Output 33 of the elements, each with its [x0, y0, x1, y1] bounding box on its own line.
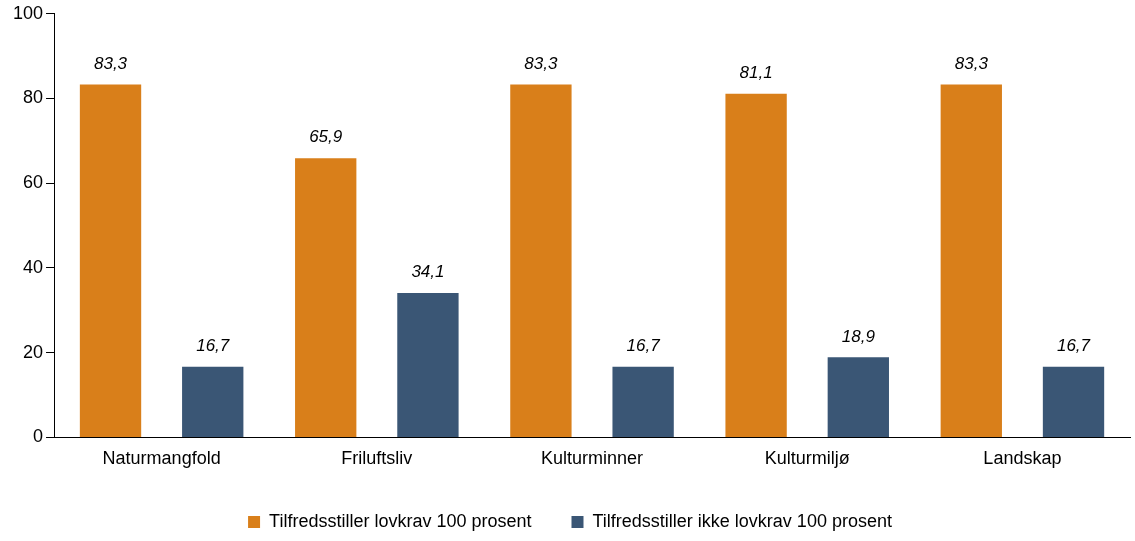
x-tick-label: Naturmangfold	[102, 448, 221, 469]
y-tick-label: 20	[23, 341, 44, 362]
data-label: 16,7	[196, 335, 230, 355]
y-tick-label: 80	[23, 87, 44, 108]
bar	[510, 84, 572, 437]
data-label: 81,1	[739, 63, 773, 83]
data-label: 34,1	[411, 262, 445, 282]
y-tick-label: 60	[23, 172, 44, 193]
data-label: 16,7	[1056, 335, 1091, 355]
bar	[397, 292, 459, 437]
x-tick-label: Kulturmiljø	[764, 448, 850, 469]
bar	[295, 158, 357, 437]
data-label: 18,9	[841, 326, 876, 346]
data-label: 83,3	[954, 53, 989, 73]
bar	[612, 366, 674, 437]
legend-label: Tilfredsstiller ikke lovkrav 100 prosent	[592, 510, 892, 531]
legend-label: Tilfredsstiller lovkrav 100 prosent	[269, 510, 532, 531]
y-tick-label: 40	[23, 256, 44, 277]
bar	[827, 357, 889, 437]
data-label: 83,3	[524, 53, 558, 73]
data-label: 16,7	[626, 335, 661, 355]
data-label: 83,3	[93, 53, 128, 73]
bar	[79, 84, 142, 437]
bar	[940, 84, 1002, 437]
x-tick-label: Friluftsliv	[341, 448, 413, 469]
y-tick-label: 0	[33, 426, 44, 447]
x-tick-label: Landskap	[983, 448, 1062, 469]
data-label: 65,9	[309, 127, 343, 147]
bar	[1042, 366, 1105, 437]
bar	[182, 366, 244, 437]
y-tick-label: 100	[12, 2, 44, 23]
x-tick-label: Kulturminner	[540, 448, 644, 469]
bar	[725, 93, 787, 437]
